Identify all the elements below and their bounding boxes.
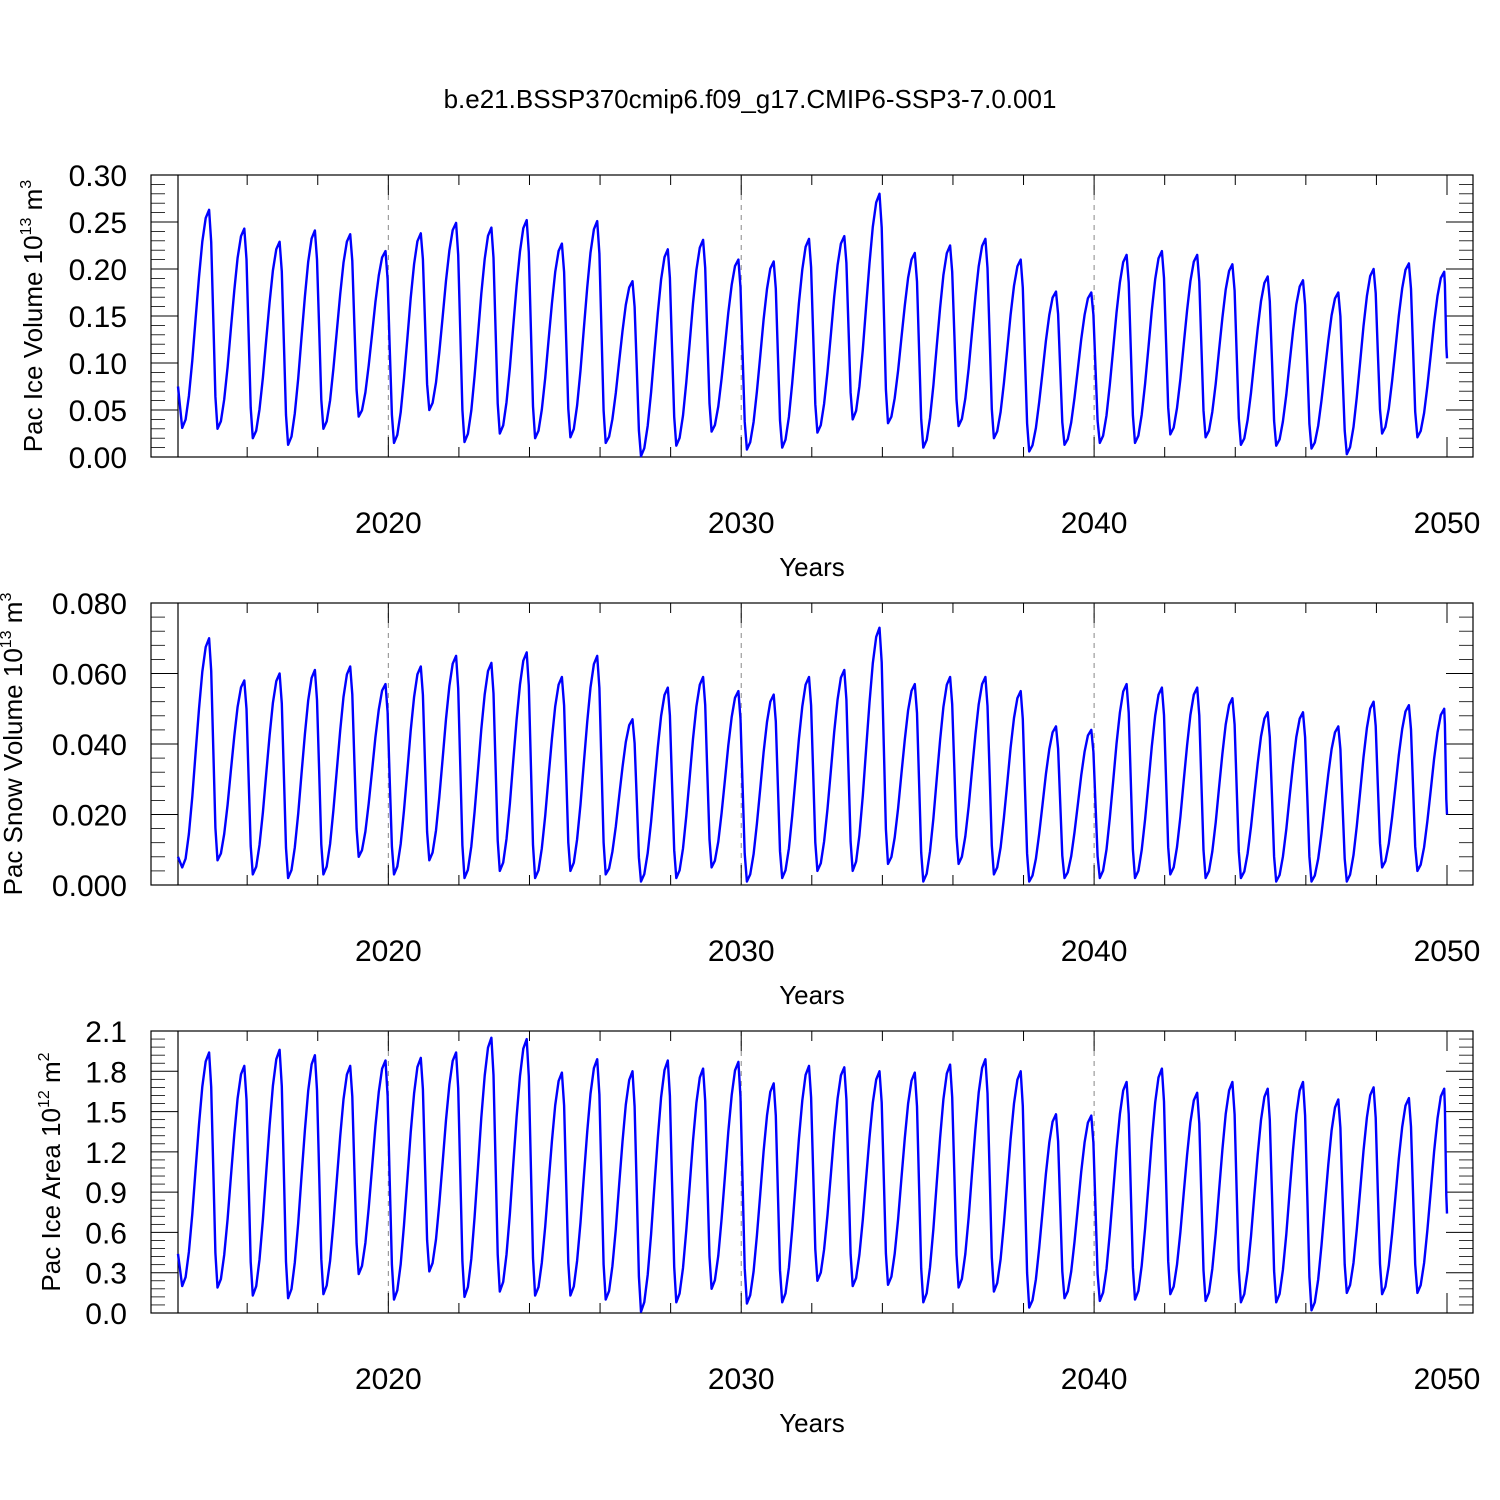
- y-tick-label: 0.00: [69, 442, 127, 475]
- y-tick-label: 0.040: [52, 729, 127, 762]
- x-tick-label: 2030: [708, 507, 775, 540]
- y-tick-label: 0.30: [69, 160, 127, 193]
- x-tick-label: 2020: [355, 507, 422, 540]
- y-tick-label: 1.8: [85, 1056, 127, 1089]
- x-tick-label: 2040: [1061, 935, 1128, 968]
- x-tick-label: 2020: [355, 1363, 422, 1396]
- x-axis-title: Years: [779, 1408, 845, 1438]
- y-tick-label: 0.080: [52, 588, 127, 621]
- y-axis-title: Pac Ice Area 1012 m2: [36, 1052, 66, 1291]
- y-tick-label: 0.20: [69, 254, 127, 287]
- y-tick-label: 0.25: [69, 207, 127, 240]
- y-tick-label: 1.2: [85, 1137, 127, 1170]
- y-tick-label: 2.1: [85, 1016, 127, 1049]
- y-tick-label: 0.060: [52, 659, 127, 692]
- x-tick-label: 2040: [1061, 1363, 1128, 1396]
- series-line: [176, 192, 1449, 458]
- y-tick-label: 0.0: [85, 1298, 127, 1331]
- x-tick-label: 2050: [1414, 1363, 1481, 1396]
- x-tick-label: 2040: [1061, 507, 1128, 540]
- x-tick-label: 2030: [708, 1363, 775, 1396]
- y-tick-label: 0.3: [85, 1258, 127, 1291]
- panel-3: 0.0 0.3 0.6 0.9 1.2 1.5 1.8 2.1 2020 2030 2040 2050…: [36, 1016, 1480, 1438]
- y-axis-title: Pac Snow Volume 1013 m3: [0, 593, 28, 896]
- y-tick-label: 0.020: [52, 800, 127, 833]
- x-axis-title: Years: [779, 980, 845, 1010]
- y-axis-title: Pac Ice Volume 1013 m3: [18, 180, 48, 453]
- chart-title: b.e21.BSSP370cmip6.f09_g17.CMIP6-SSP3-7.…: [443, 84, 1057, 114]
- series-line: [176, 1036, 1449, 1313]
- series-line: [176, 626, 1449, 883]
- y-tick-label: 0.000: [52, 870, 127, 903]
- y-tick-label: 0.6: [85, 1217, 127, 1250]
- x-tick-label: 2030: [708, 935, 775, 968]
- x-tick-label: 2050: [1414, 507, 1481, 540]
- y-tick-label: 0.05: [69, 395, 127, 428]
- y-tick-label: 1.5: [85, 1097, 127, 1130]
- x-tick-label: 2020: [355, 935, 422, 968]
- x-tick-label: 2050: [1414, 935, 1481, 968]
- panel-1: 0.00 0.05 0.10 0.15 0.20 0.25 0.30 2020 2030 2040…: [18, 160, 1480, 582]
- y-tick-label: 0.10: [69, 348, 127, 381]
- panel-2: 0.000 0.020 0.040 0.060 0.080 2020 2030 2040 205…: [0, 588, 1480, 1010]
- x-axis-title: Years: [779, 552, 845, 582]
- y-tick-label: 0.15: [69, 301, 127, 334]
- y-tick-label: 0.9: [85, 1177, 127, 1210]
